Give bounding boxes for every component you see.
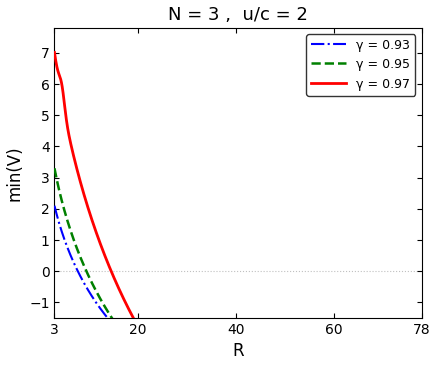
γ = 0.97 — [71, 152, 76, 156]
Legend: γ = 0.93, γ = 0.95, γ = 0.97: γ = 0.93, γ = 0.95, γ = 0.97 — [307, 34, 416, 96]
Title: N = 3 ,  u/c = 2: N = 3 , u/c = 2 — [168, 5, 308, 23]
γ = 0.93 — [52, 203, 57, 208]
Line: γ = 0.93: γ = 0.93 — [54, 206, 422, 366]
γ = 0.97 — [52, 50, 57, 55]
γ = 0.95 — [52, 166, 57, 171]
Line: γ = 0.97: γ = 0.97 — [54, 52, 422, 366]
γ = 0.95 — [71, 236, 76, 240]
Y-axis label: min(V): min(V) — [6, 145, 24, 201]
Line: γ = 0.95: γ = 0.95 — [54, 168, 422, 366]
X-axis label: R: R — [232, 343, 244, 361]
γ = 0.93 — [71, 259, 76, 264]
